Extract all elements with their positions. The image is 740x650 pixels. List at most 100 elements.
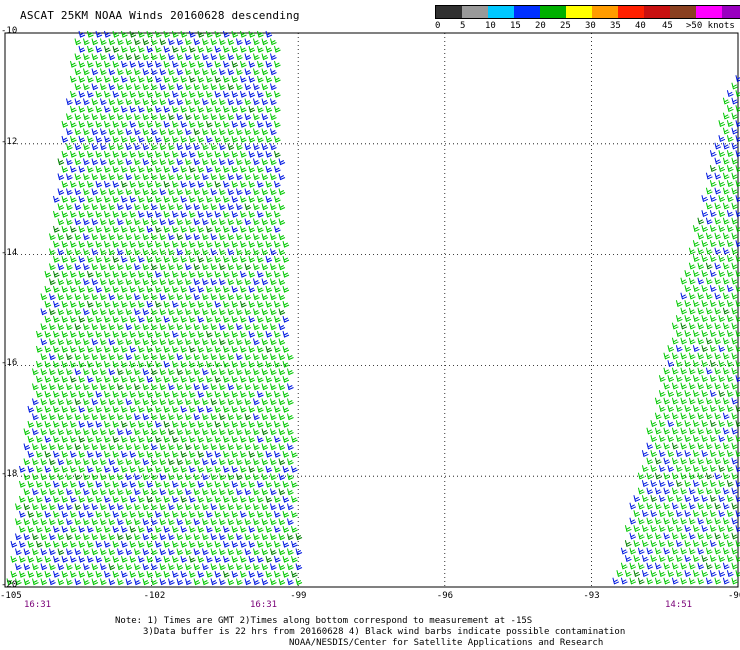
wind-barb [282,360,290,368]
wind-barb [185,428,192,436]
wind-barb [675,300,683,307]
wind-barb [66,398,73,406]
wind-barb [91,263,99,271]
wind-barb [146,420,154,428]
wind-barb [70,60,77,68]
wind-barb [227,173,235,181]
wind-barb [675,495,683,502]
wind-barb [223,120,230,128]
wind-barb [697,502,705,510]
wind-barb [138,450,145,458]
wind-barb [142,578,150,586]
wind-barb [189,375,196,383]
wind-barb [270,503,277,511]
wind-barb [168,188,175,196]
wind-barb [163,405,171,413]
wind-barb [129,45,137,53]
wind-barb [49,533,56,541]
wind-barb [180,270,188,278]
wind-barb [202,203,209,211]
wind-barb [709,420,717,427]
wind-barb [66,548,73,556]
wind-barb [714,157,722,165]
wind-barb [61,495,69,503]
wind-barb [219,338,226,346]
wind-barb [680,337,688,345]
wind-barb [257,510,264,518]
wind-barb [701,480,709,487]
wind-barb [257,435,264,443]
wind-barb [23,473,31,481]
wind-barb [265,210,273,218]
wind-barb [61,450,69,458]
wind-barb [159,128,167,136]
wind-barb [726,270,734,277]
wind-barb [231,75,239,83]
wind-barb [257,105,264,113]
wind-barb [278,323,286,331]
wind-barb [206,90,213,98]
wind-barb [219,188,226,196]
swath-time-label: 16:31 [250,600,278,610]
wind-barb [180,570,188,578]
wind-barb [253,233,260,241]
wind-barb [40,518,48,526]
wind-barb [134,458,141,466]
wind-barb [718,570,726,577]
wind-barb [709,345,717,352]
wind-barb [227,128,235,136]
wind-barb [274,510,281,518]
wind-barb [185,53,192,61]
wind-barb [261,443,269,451]
wind-barb [253,533,260,541]
wind-barb [112,225,120,233]
wind-barb [66,203,73,211]
wind-barb [78,405,86,413]
wind-barb [722,322,730,330]
wind-barb [248,75,256,83]
wind-barb [240,510,247,518]
wind-barb [74,218,82,226]
wind-barb [91,383,99,391]
wind-barb [151,233,158,241]
scale-swatch [670,6,696,18]
wind-barb [78,90,86,98]
wind-barb [112,525,120,533]
wind-barb [121,240,128,248]
wind-barb [159,248,167,256]
wind-barb [714,337,722,345]
wind-barb [735,210,740,217]
wind-barb [66,443,73,451]
wind-barb [108,578,116,586]
wind-barb [180,405,188,413]
wind-barb [265,555,273,563]
wind-barb [129,420,137,428]
wind-barb [142,443,150,451]
wind-barb [197,90,205,98]
wind-barb [189,300,196,308]
wind-barb [202,383,209,391]
scale-label: >50 knots [686,21,735,31]
wind-barb [104,330,111,338]
wind-barb [270,98,277,106]
wind-barb [138,255,145,263]
wind-barb [718,165,726,172]
wind-barb [66,518,73,526]
wind-barb [726,195,734,202]
wind-barb [121,510,128,518]
wind-barb [265,135,273,143]
wind-barb [282,435,290,443]
wind-barb [210,548,218,556]
wind-barb [138,435,145,443]
wind-barb [49,458,56,466]
wind-barb [278,548,286,556]
wind-barb [87,240,94,248]
wind-barb [206,270,213,278]
wind-barb [129,255,137,263]
wind-barb [100,338,107,346]
wind-barb [100,158,107,166]
wind-barb [151,143,158,151]
wind-barb [714,277,722,285]
scale-label: 25 [560,21,571,31]
wind-barb [663,532,671,540]
